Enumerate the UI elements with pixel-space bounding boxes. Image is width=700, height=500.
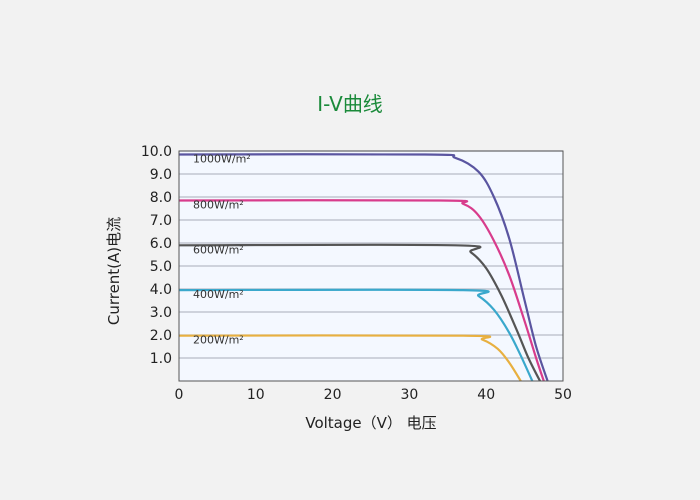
- x-tick-label: 40: [477, 387, 495, 403]
- y-axis-ticks: 1.0 2.0 3.0 4.0 5.0 6.0 7.0 8.0 9.0 10.0: [141, 144, 172, 367]
- series-line-2: [178, 243, 541, 382]
- y-tick-label: 10.0: [141, 144, 172, 160]
- y-tick-label: 5.0: [150, 259, 172, 275]
- series-label-0: 1000W/m²: [193, 152, 251, 165]
- y-tick-label: 8.0: [150, 190, 172, 206]
- series-line-0: [178, 153, 549, 382]
- series-label-2: 600W/m²: [193, 243, 244, 256]
- series-line-1: [178, 199, 545, 382]
- y-tick-label: 2.0: [150, 328, 172, 344]
- series-label-3: 400W/m²: [193, 288, 244, 301]
- x-tick-label: 20: [324, 387, 342, 403]
- x-axis-ticks: 0 10 20 30 40 50: [175, 387, 572, 403]
- series-label-1: 800W/m²: [193, 198, 244, 211]
- y-tick-label: 3.0: [150, 305, 172, 321]
- y-tick-label: 1.0: [150, 351, 172, 367]
- x-tick-label: 50: [554, 387, 572, 403]
- chart-title: I-V曲线: [317, 92, 383, 116]
- series-label-4: 200W/m²: [193, 334, 244, 347]
- series-labels: 1000W/m² 800W/m² 600W/m² 400W/m² 200W/m²: [193, 152, 251, 346]
- series-line-3: [178, 288, 534, 382]
- x-tick-label: 0: [175, 387, 184, 403]
- x-axis-label: Voltage（V） 电压: [305, 414, 436, 432]
- series-group: [178, 153, 549, 382]
- y-tick-label: 9.0: [150, 167, 172, 183]
- x-tick-label: 10: [247, 387, 265, 403]
- plot-frame: [178, 150, 564, 382]
- y-tick-label: 7.0: [150, 213, 172, 229]
- y-tick-label: 4.0: [150, 282, 172, 298]
- y-tick-label: 6.0: [150, 236, 172, 252]
- x-tick-label: 30: [400, 387, 418, 403]
- series-line-4: [178, 334, 522, 382]
- y-axis-label: Current(A)电流: [105, 217, 123, 325]
